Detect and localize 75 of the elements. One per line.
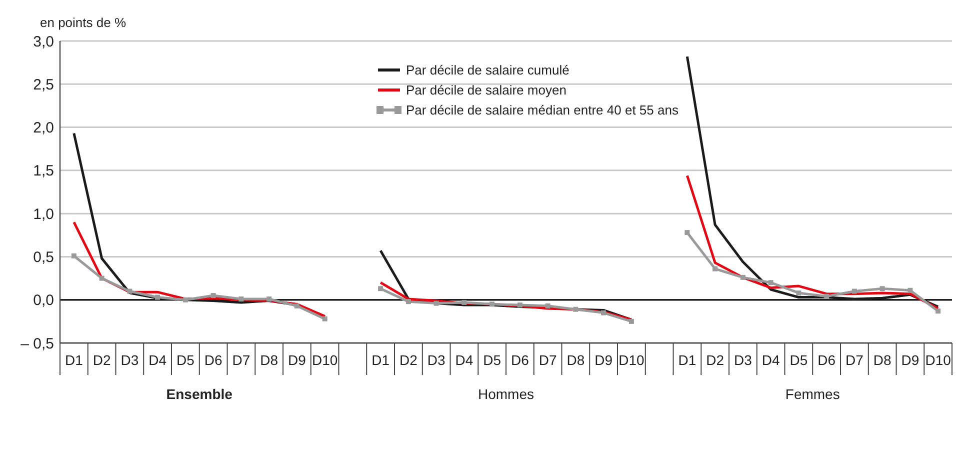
x-tick-label: D1 [678, 352, 696, 368]
y-tick-label: – 0,5 [20, 335, 54, 352]
text: Femmes [785, 386, 840, 402]
point [573, 306, 578, 312]
legend-label: Par décile de salaire médian entre 40 et 55 ans [406, 102, 679, 118]
x-tick-label: D10 [312, 352, 338, 368]
x-tick-label: D10 [925, 352, 952, 368]
x-tick-label: D9 [594, 352, 613, 368]
y-tick-label: 1,5 [33, 162, 54, 180]
point [628, 318, 634, 324]
x-tick-label: D9 [901, 352, 920, 368]
x-tick-label: D5 [483, 352, 502, 368]
y-tick-label: 0,5 [33, 248, 54, 266]
x-tick-label: D7 [232, 352, 250, 368]
y-tick-label: 2,5 [33, 76, 54, 94]
x-tick-label: D1 [372, 352, 390, 368]
x-tick-label: D7 [845, 352, 864, 368]
x-tick-label: D3 [427, 352, 446, 368]
point [378, 286, 384, 292]
text: Ensemble [166, 386, 233, 402]
point [824, 294, 830, 299]
x-tick-label: D2 [706, 352, 724, 368]
x-tick-label: D6 [510, 352, 530, 368]
y-tick-label: 2,0 [33, 120, 54, 137]
point [880, 286, 885, 292]
point [517, 302, 522, 308]
x-tick-label: D2 [399, 352, 418, 368]
y-axis-title: en points de % [40, 15, 126, 30]
y-tick-label: 3,0 [33, 33, 54, 50]
point [210, 293, 216, 298]
x-tick-label: D9 [288, 352, 306, 368]
point [490, 302, 495, 307]
y-tick-label: 0,0 [33, 292, 54, 310]
text: Hommes [478, 386, 534, 402]
x-tick-label: D7 [538, 352, 557, 368]
point [712, 266, 718, 272]
point [740, 274, 746, 280]
x-tick-label: D6 [818, 352, 836, 368]
point [266, 296, 272, 302]
point [127, 288, 132, 294]
point [852, 288, 857, 294]
x-tick-label: D2 [92, 352, 111, 368]
x-tick-label: D3 [734, 352, 752, 368]
point [155, 294, 160, 300]
point [601, 310, 606, 316]
point [796, 290, 802, 296]
point [434, 300, 439, 306]
x-tick-label: D8 [873, 352, 892, 368]
legend-label: Par décile de salaire moyen [406, 82, 566, 98]
x-tick-label: D1 [64, 352, 84, 368]
x-tick-label: D4 [762, 352, 780, 368]
point [182, 297, 188, 302]
point [936, 308, 941, 314]
x-tick-label: D8 [260, 352, 278, 368]
point [545, 303, 550, 308]
y-tick-label: 1,0 [33, 206, 54, 223]
point [238, 296, 244, 302]
point [322, 316, 328, 322]
x-tick-label: D10 [618, 352, 644, 368]
x-tick-label: D4 [455, 352, 474, 368]
x-tick-label: D6 [204, 352, 222, 368]
point [294, 303, 300, 308]
point [462, 300, 467, 305]
x-tick-label: D3 [120, 352, 139, 368]
point [99, 276, 104, 281]
point [768, 280, 774, 286]
x-tick-label: D4 [148, 352, 167, 368]
x-tick-label: D8 [566, 352, 585, 368]
legend-label: Par décile de salaire cumulé [406, 62, 570, 78]
point [684, 230, 690, 236]
point [908, 288, 913, 293]
x-tick-label: D5 [176, 352, 195, 368]
x-tick-label: D5 [790, 352, 808, 368]
point [71, 253, 76, 258]
point [406, 299, 411, 304]
